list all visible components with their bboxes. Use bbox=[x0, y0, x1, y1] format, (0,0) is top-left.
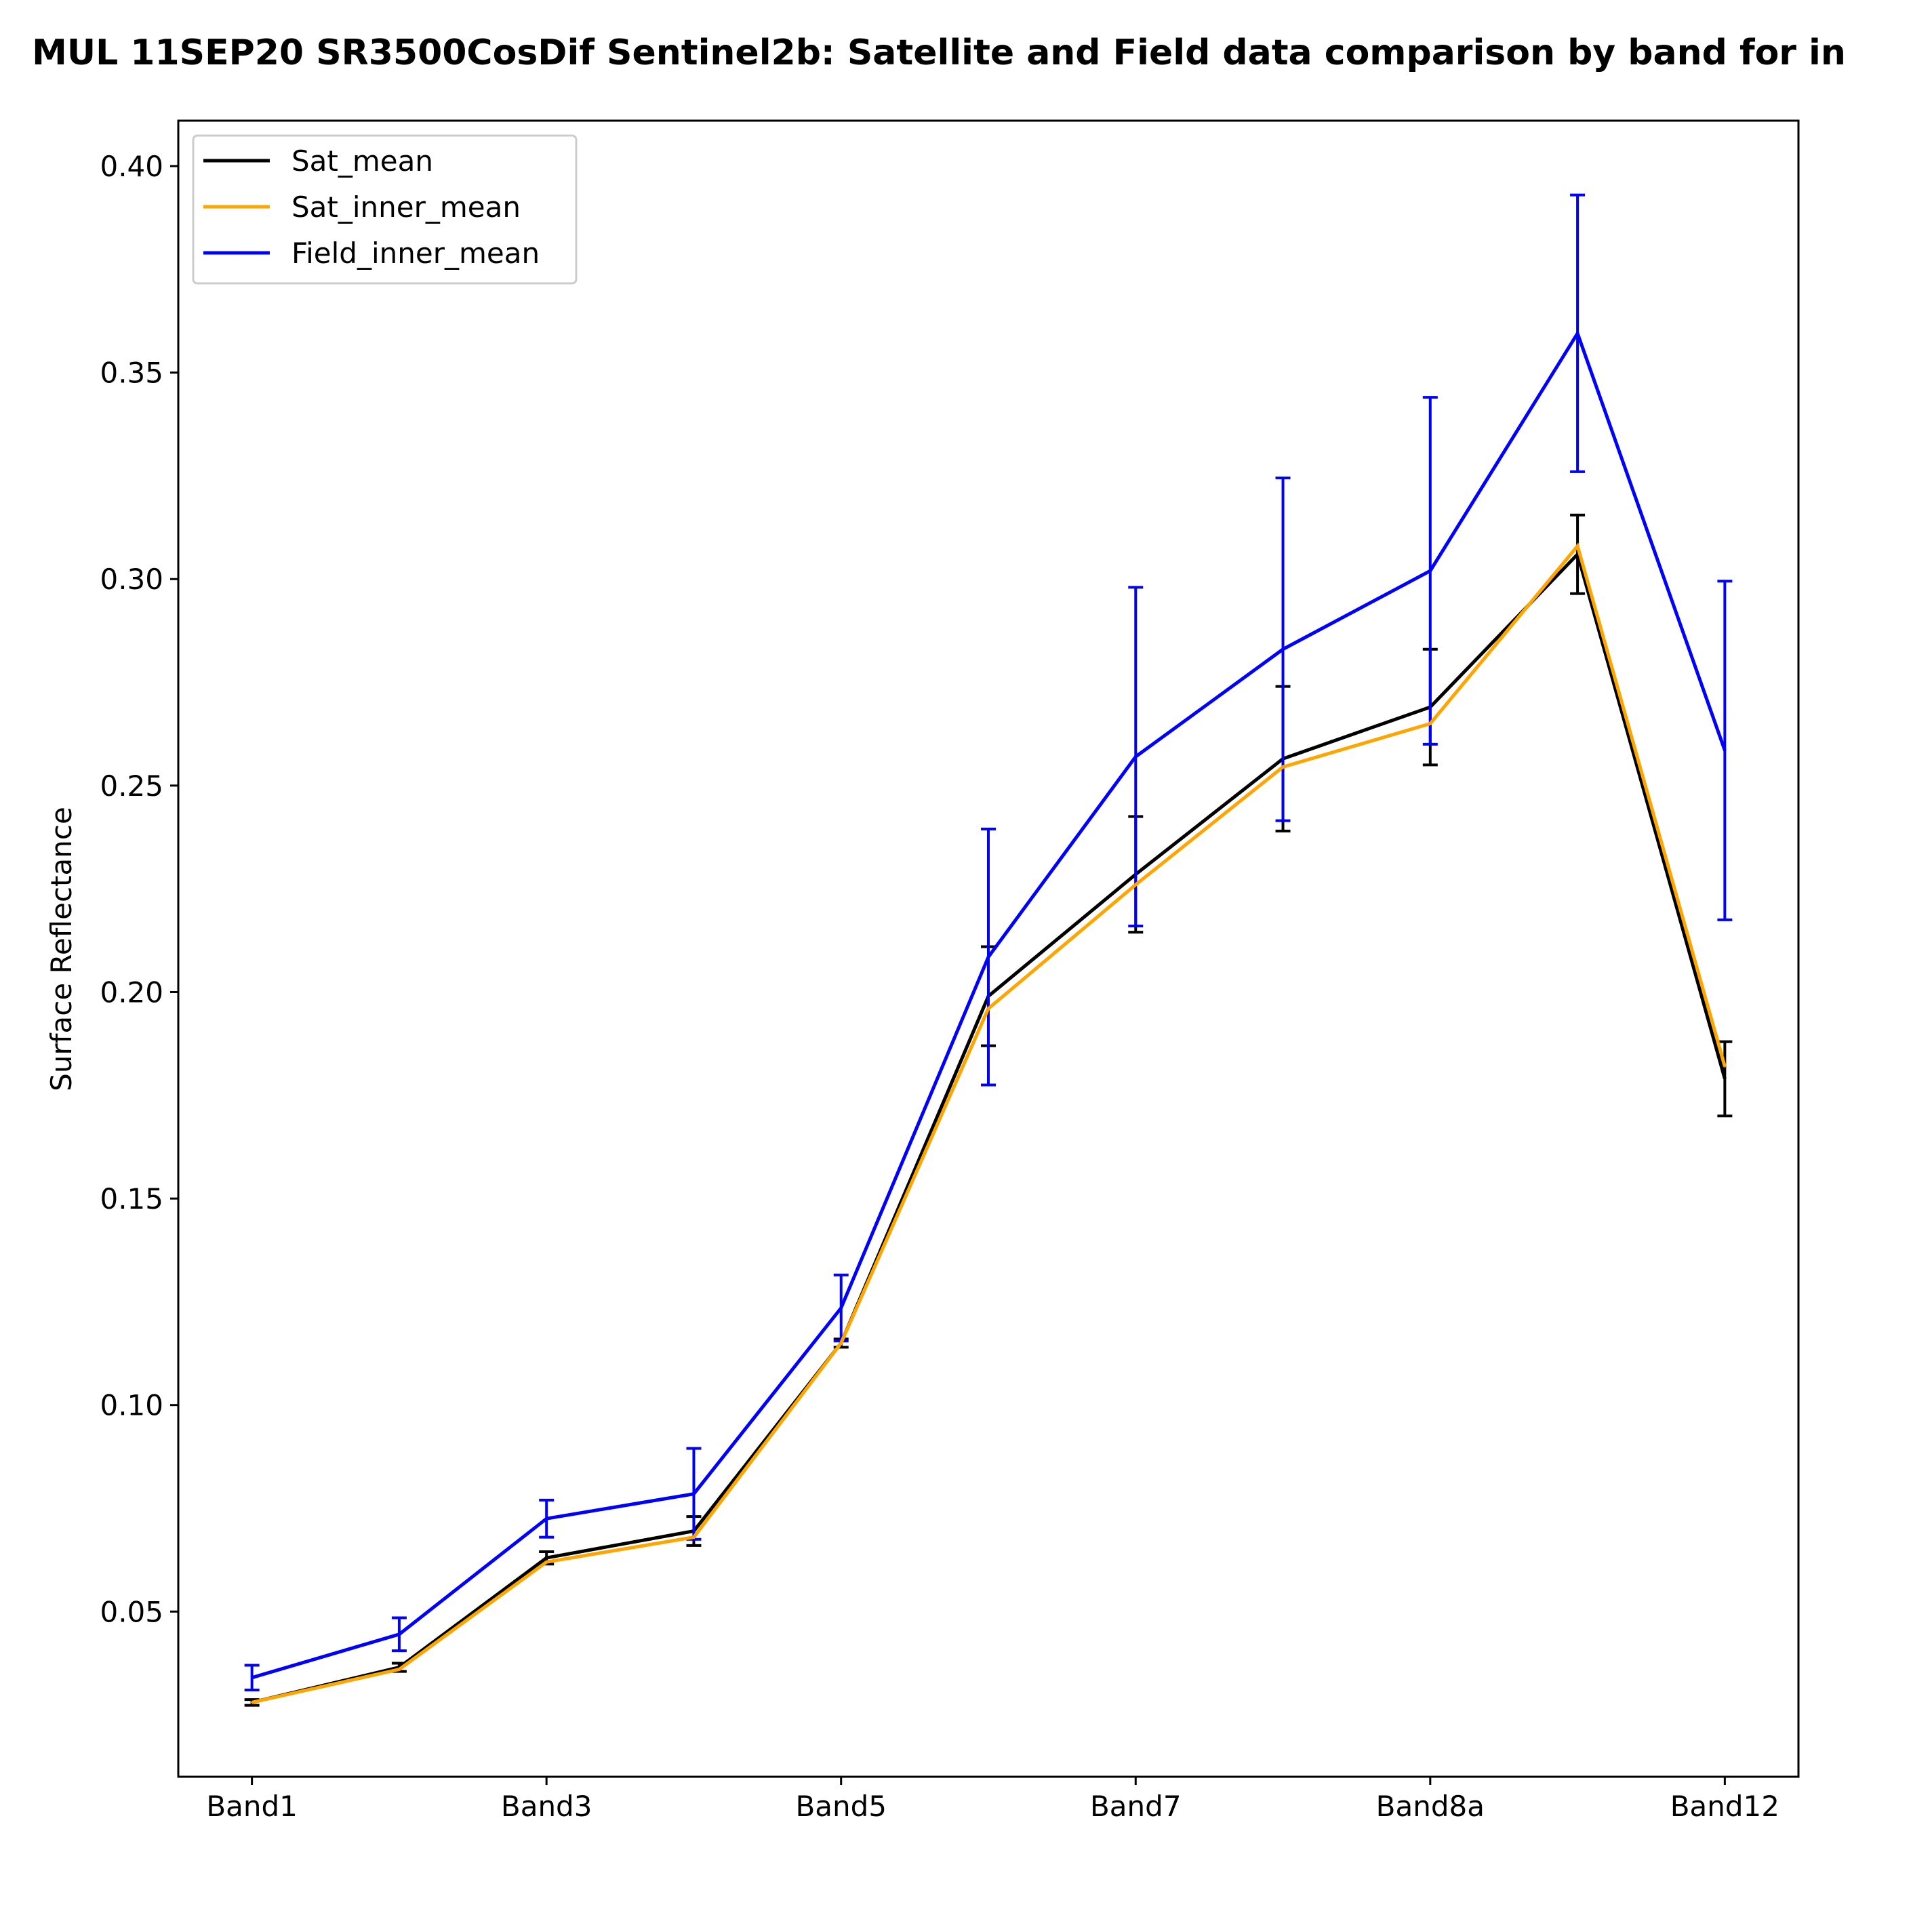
plot-area bbox=[244, 193, 1733, 1707]
y-tick-label: 0.10 bbox=[100, 1389, 163, 1422]
chart-title: MUL 11SEP20 SR3500CosDif Sentinel2b: Sat… bbox=[32, 33, 1846, 73]
data-point bbox=[545, 1556, 548, 1559]
series-field-inner-mean bbox=[244, 193, 1733, 1692]
x-tick-label: Band7 bbox=[1090, 1790, 1182, 1823]
axes-frame bbox=[177, 119, 1800, 1778]
data-point bbox=[1134, 755, 1137, 758]
y-tick-label: 0.35 bbox=[100, 357, 163, 390]
data-point bbox=[1576, 545, 1579, 548]
y-tick-label: 0.30 bbox=[100, 563, 163, 596]
y-tick-label: 0.40 bbox=[100, 150, 163, 183]
data-point bbox=[1723, 1065, 1726, 1068]
legend-label: Sat_mean bbox=[291, 144, 433, 178]
data-point bbox=[692, 1536, 695, 1539]
series-sat-inner-mean bbox=[251, 542, 1727, 1704]
data-point bbox=[251, 1701, 254, 1704]
series-sat-mean bbox=[244, 513, 1733, 1707]
data-point bbox=[840, 1342, 843, 1344]
data-point bbox=[1429, 569, 1432, 572]
series-line bbox=[251, 542, 1727, 1704]
y-axis-label: Surface Reflectance bbox=[45, 807, 78, 1091]
data-point bbox=[398, 1668, 401, 1671]
x-tick-label: Band12 bbox=[1670, 1790, 1779, 1823]
x-tick-label: Band8a bbox=[1376, 1790, 1485, 1823]
data-point bbox=[1723, 1077, 1726, 1080]
y-tick-label: 0.15 bbox=[100, 1182, 163, 1215]
series-line bbox=[251, 550, 1727, 1704]
data-point bbox=[692, 1493, 695, 1495]
legend-label: Sat_inner_mean bbox=[291, 190, 521, 224]
y-tick-label: 0.20 bbox=[100, 975, 163, 1009]
data-point bbox=[545, 1517, 548, 1520]
data-point bbox=[1282, 765, 1285, 768]
x-tick-label: Band5 bbox=[795, 1790, 887, 1823]
axes: 0.05 0.10 0.15 0.20 0.25 0.30 0.35 0.40 Band1 Ban… bbox=[100, 150, 1779, 1823]
data-point bbox=[398, 1633, 401, 1636]
data-point bbox=[545, 1561, 548, 1563]
legend-label: Field_inner_mean bbox=[291, 237, 540, 270]
data-point bbox=[251, 1676, 254, 1679]
data-point bbox=[840, 1307, 843, 1310]
legend: Sat_mean Sat_inner_mean Field_inner_mean bbox=[192, 134, 578, 285]
x-tick-label: Band3 bbox=[501, 1790, 592, 1823]
data-point bbox=[1429, 722, 1432, 725]
data-point bbox=[1576, 332, 1579, 335]
x-tick-label: Band1 bbox=[206, 1790, 298, 1823]
data-point bbox=[1723, 749, 1726, 752]
data-point bbox=[1134, 883, 1137, 886]
data-point bbox=[1282, 648, 1285, 651]
data-point bbox=[987, 1007, 990, 1010]
y-tick-label: 0.25 bbox=[100, 769, 163, 803]
legend-box bbox=[192, 134, 578, 285]
y-tick-label: 0.05 bbox=[100, 1595, 163, 1628]
data-point bbox=[987, 956, 990, 959]
